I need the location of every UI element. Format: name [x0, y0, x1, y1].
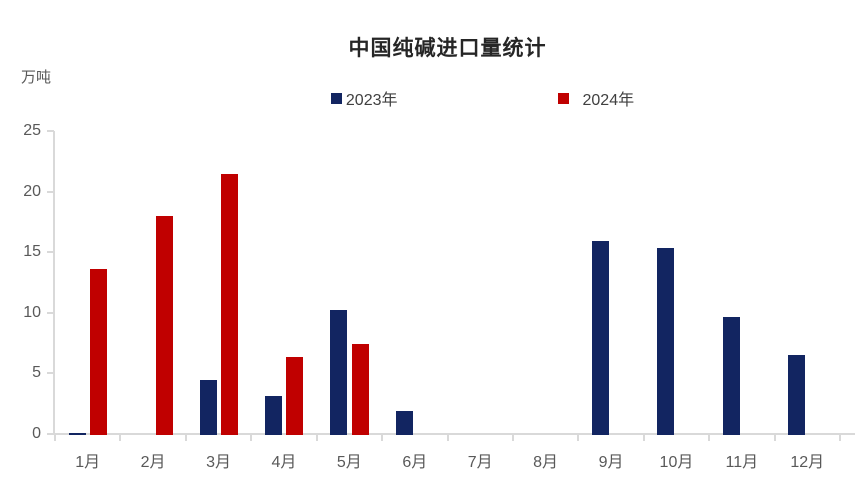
- x-axis-tick: [577, 435, 580, 441]
- bar-2024年-5月: [351, 344, 369, 435]
- y-axis-tick: [47, 190, 54, 193]
- legend-swatch-2024-icon: [557, 92, 569, 104]
- x-axis-tick: [446, 435, 449, 441]
- bar-2023年-3月: [199, 380, 217, 435]
- legend-item-2024: 2024年: [557, 86, 635, 110]
- bar-2023年-10月: [657, 248, 675, 435]
- x-axis-tick: [250, 435, 253, 441]
- x-axis-label: 4月: [271, 454, 297, 471]
- x-axis-label: 11月: [725, 454, 759, 471]
- y-axis-tick: [47, 372, 54, 375]
- x-axis-tick: [642, 435, 645, 441]
- bar-2023年-9月: [592, 241, 610, 435]
- legend-item-2023: 2023年: [330, 86, 398, 110]
- bar-2023年-5月: [330, 310, 348, 435]
- y-axis-tick-label: 15: [23, 243, 41, 261]
- bar-2024年-2月: [155, 215, 173, 435]
- x-axis-tick: [839, 435, 841, 441]
- bar-2023年-1月: [68, 432, 86, 435]
- legend-label-2024: 2024年: [582, 92, 635, 109]
- bar-2023年-11月: [722, 317, 740, 435]
- x-axis-label: 1月: [75, 454, 101, 471]
- x-axis-label: 12月: [790, 454, 825, 471]
- y-axis-tick-label: 25: [23, 122, 41, 139]
- x-axis-label: 5月: [336, 454, 362, 471]
- y-axis-unit-label: 万吨: [21, 69, 52, 86]
- x-axis-label: 6月: [402, 454, 428, 471]
- x-axis-tick: [773, 435, 776, 441]
- legend-label-2023: 2023年: [345, 92, 398, 109]
- y-axis-tick-label: 20: [23, 182, 41, 200]
- x-axis-tick: [54, 435, 56, 441]
- bar-2024年-1月: [90, 268, 108, 435]
- x-axis-label: 2月: [140, 454, 166, 471]
- x-axis-label: 10月: [659, 454, 694, 471]
- x-axis-tick: [708, 435, 711, 441]
- y-axis-line: [53, 131, 55, 435]
- chart-title: 中国纯碱进口量统计: [348, 37, 547, 60]
- bar-2023年-12月: [788, 355, 806, 435]
- bar-2024年-4月: [286, 357, 304, 435]
- y-axis-tick: [47, 251, 54, 254]
- bar-2023年-6月: [395, 410, 413, 435]
- y-axis-tick: [47, 130, 54, 132]
- x-axis-tick: [511, 435, 514, 441]
- x-axis-tick: [315, 435, 318, 441]
- legend-swatch-2023-icon: [330, 92, 342, 104]
- x-axis-tick: [119, 435, 122, 441]
- y-axis-tick-label: 0: [32, 425, 41, 442]
- x-axis-label: 9月: [598, 454, 624, 471]
- bar-2023年-4月: [264, 396, 282, 435]
- bar-2024年-3月: [221, 174, 239, 435]
- legend: 2023年 2024年: [90, 86, 857, 110]
- x-axis-label: 3月: [206, 454, 231, 471]
- x-axis-label: 7月: [467, 454, 493, 471]
- y-axis-tick-label: 5: [32, 364, 41, 382]
- x-axis-line: [53, 433, 855, 435]
- x-axis-tick: [184, 435, 187, 441]
- y-axis-tick: [47, 433, 54, 435]
- plot-area: 0 5 10 15 20 25 1月 2月 3月 4月 5月 6月 7月 8月 9月 10月 11月 12月: [23, 122, 855, 471]
- x-axis-tick: [381, 435, 384, 441]
- y-axis-tick: [47, 311, 54, 314]
- x-axis-label: 8月: [533, 454, 559, 471]
- y-axis-tick-label: 10: [23, 303, 41, 321]
